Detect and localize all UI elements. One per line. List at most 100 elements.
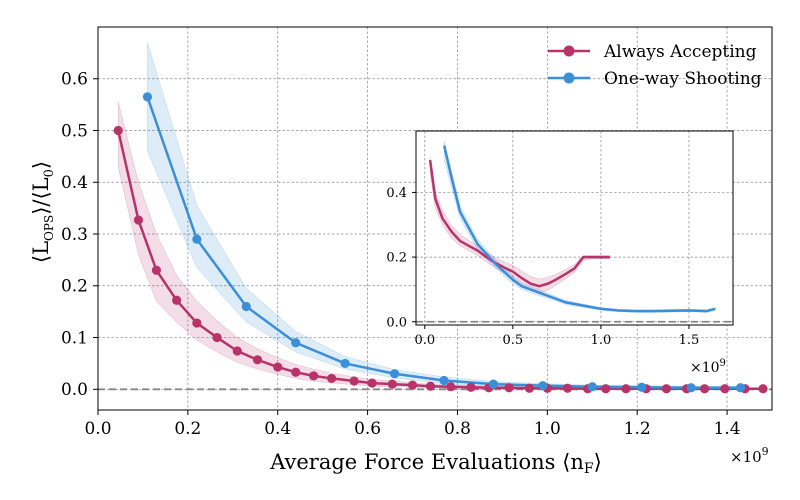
y-axis-title-subscript-2: 0	[42, 169, 57, 177]
confidence-band-1	[443, 140, 716, 313]
legend-item-always-accepting: Always Accepting	[548, 42, 757, 62]
x-tick-label: 1.0	[591, 333, 612, 348]
inset-y-ticks: 0.0 0.2 0.4	[386, 186, 416, 330]
x-tick-label: 0.2	[174, 419, 201, 439]
legend-marker-dot	[563, 72, 575, 84]
series-line-0	[117, 130, 764, 391]
legend-marker-dot	[563, 45, 575, 57]
data-point	[425, 381, 436, 391]
x-tick-label: 0.6	[354, 419, 381, 439]
series-line-1	[442, 145, 716, 313]
x-axis-title-subscript: F	[584, 461, 594, 477]
data-point	[387, 379, 397, 389]
data-point	[488, 379, 499, 389]
y-tick-label: 0.5	[61, 121, 88, 141]
data-point	[252, 355, 263, 365]
x-tick-label: 1.5	[679, 333, 700, 348]
x-tick-label: 0.4	[264, 419, 291, 439]
data-point	[113, 125, 123, 136]
data-point	[192, 318, 202, 328]
data-point	[758, 384, 768, 394]
y-axis-title: ⟨LOPS⟩/⟨L0⟩	[29, 161, 57, 263]
inset-x-offset-label: ×109	[690, 358, 726, 376]
data-point	[172, 295, 182, 305]
data-point	[466, 382, 476, 392]
y-tick-label: 0.2	[61, 277, 88, 297]
data-point	[686, 383, 696, 393]
inset-x-ticks: 0.0 0.5 1.0 1.5	[414, 325, 699, 348]
y-tick-label: 0.1	[61, 328, 88, 348]
data-point	[327, 373, 337, 384]
y-tick-label: 0.3	[61, 225, 88, 245]
data-point	[389, 369, 400, 379]
data-point	[407, 380, 418, 390]
x-tick-label: 0.8	[444, 419, 471, 439]
y-tick-label: 0.4	[386, 186, 407, 201]
data-point	[601, 384, 611, 394]
series-line-0	[428, 159, 610, 288]
y-axis-title-end: ⟩	[29, 161, 53, 169]
data-point	[291, 367, 301, 377]
inset-x-offset-base: ×10	[690, 360, 720, 376]
data-point	[367, 378, 377, 388]
x-axis-title-main: Average Force Evaluations ⟨n	[269, 450, 584, 474]
data-point	[661, 384, 672, 394]
data-point	[349, 376, 359, 386]
data-point	[587, 382, 597, 392]
data-point	[700, 384, 710, 394]
data-point	[637, 382, 647, 392]
data-point	[340, 358, 350, 369]
y-tick-label: 0.2	[386, 251, 407, 266]
inset-grid	[416, 131, 733, 325]
x-offset-label: ×109	[730, 445, 769, 466]
x-axis-title-end: ⟩	[594, 450, 602, 474]
x-tick-label: 0.0	[84, 419, 111, 439]
inset-plot: 0.0 0.5 1.0 1.5 0.0 0.2 0.4 ×109	[386, 130, 734, 376]
data-point	[735, 383, 746, 393]
main-series-points	[113, 92, 768, 394]
y-tick-label: 0.0	[386, 315, 407, 330]
legend: Always Accepting One-way Shooting	[548, 42, 762, 89]
main-plot: 0.0 0.2 0.4 0.6 0.8 1.0 1.2 1.4 0.0 0.1 0.2 0.3 0.4…	[29, 26, 773, 477]
inset-background	[416, 131, 733, 325]
data-point	[232, 346, 242, 356]
x-tick-label: 1.0	[534, 419, 561, 439]
data-point	[720, 384, 730, 394]
data-point	[241, 301, 251, 312]
data-point	[192, 234, 202, 244]
x-tick-label: 1.2	[624, 419, 651, 439]
data-point	[212, 332, 222, 343]
inset-confidence-bands	[429, 140, 716, 313]
y-axis-title-subscript: OPS	[42, 215, 56, 241]
x-tick-label: 0.0	[414, 333, 435, 348]
main-x-ticks: 0.0 0.2 0.4 0.6 0.8 1.0 1.2 1.4	[84, 410, 741, 439]
y-axis-title-main: ⟨L	[29, 241, 53, 263]
y-tick-label: 0.4	[61, 173, 88, 193]
x-axis-title: Average Force Evaluations ⟨nF⟩	[269, 450, 602, 477]
x-tick-label: 0.5	[503, 333, 524, 348]
data-point	[273, 362, 283, 372]
main-y-ticks: 0.0 0.1 0.2 0.3 0.4 0.5 0.6	[61, 70, 98, 400]
data-point	[538, 381, 548, 391]
data-point	[524, 383, 534, 393]
main-axes-frame	[97, 26, 773, 411]
data-point	[504, 383, 514, 393]
inset-x-offset-exponent: 9	[720, 358, 726, 369]
data-point	[621, 384, 631, 394]
x-offset-base: ×10	[730, 448, 762, 466]
inset-series-lines	[428, 145, 716, 313]
x-offset-exponent: 9	[762, 445, 769, 458]
data-point	[142, 92, 153, 102]
y-tick-label: 0.0	[61, 380, 88, 400]
data-point	[439, 375, 449, 386]
legend-item-one-way-shooting: One-way Shooting	[548, 69, 762, 89]
data-point	[562, 383, 573, 393]
data-point	[309, 371, 319, 381]
data-point	[151, 265, 162, 275]
data-point	[291, 338, 301, 348]
x-tick-label: 1.4	[714, 419, 741, 439]
y-axis-title-mid: ⟩/⟨L	[29, 177, 53, 214]
data-point	[133, 215, 144, 225]
legend-label: Always Accepting	[603, 42, 757, 62]
